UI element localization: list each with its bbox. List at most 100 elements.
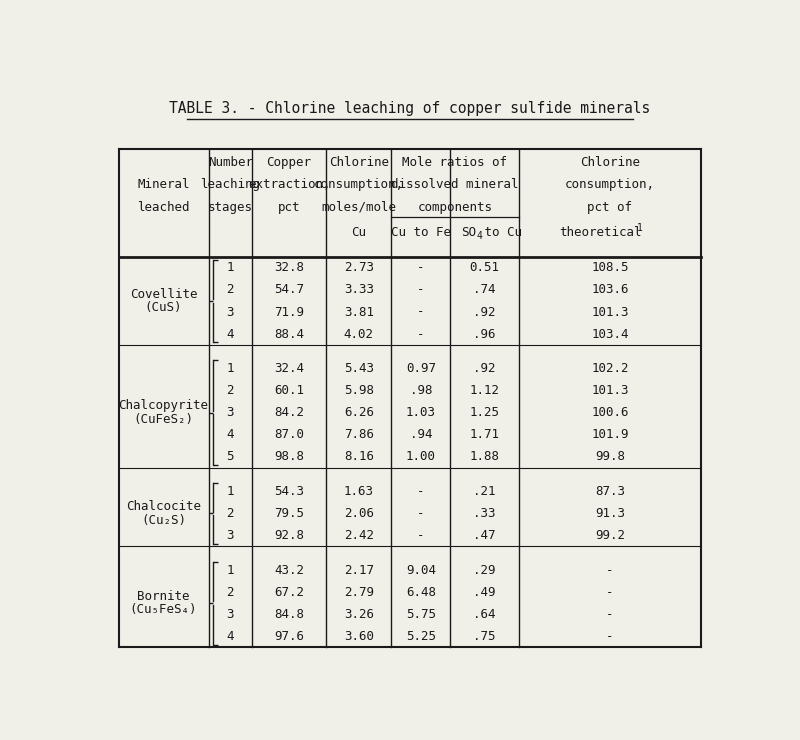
Text: dissolved mineral: dissolved mineral	[391, 178, 518, 191]
Text: 1.00: 1.00	[406, 451, 436, 463]
Text: 2.17: 2.17	[344, 564, 374, 576]
Text: 5.75: 5.75	[406, 608, 436, 621]
Text: 87.0: 87.0	[274, 428, 304, 441]
Text: 2.73: 2.73	[344, 261, 374, 275]
Text: 84.2: 84.2	[274, 406, 304, 420]
Text: 88.4: 88.4	[274, 328, 304, 340]
Text: TABLE 3. - Chlorine leaching of copper sulfide minerals: TABLE 3. - Chlorine leaching of copper s…	[170, 101, 650, 116]
Text: 108.5: 108.5	[591, 261, 629, 275]
Text: 32.4: 32.4	[274, 362, 304, 375]
Text: 101.3: 101.3	[591, 306, 629, 318]
Text: 3.26: 3.26	[344, 608, 374, 621]
Text: 5.98: 5.98	[344, 384, 374, 397]
Text: 0.97: 0.97	[406, 362, 436, 375]
Text: 71.9: 71.9	[274, 306, 304, 318]
Text: -: -	[417, 507, 425, 520]
Text: .92: .92	[473, 362, 496, 375]
Text: 6.48: 6.48	[406, 585, 436, 599]
Text: 1.03: 1.03	[406, 406, 436, 420]
Text: .64: .64	[473, 608, 496, 621]
Text: Cu to Fe: Cu to Fe	[391, 226, 451, 238]
Text: 5.25: 5.25	[406, 630, 436, 642]
Text: 54.7: 54.7	[274, 283, 304, 297]
Text: 1.71: 1.71	[470, 428, 499, 441]
Text: -: -	[606, 630, 614, 642]
Text: 2: 2	[226, 384, 234, 397]
Text: 7.86: 7.86	[344, 428, 374, 441]
Text: 6.26: 6.26	[344, 406, 374, 420]
Text: 4: 4	[226, 328, 234, 340]
Text: -: -	[417, 261, 425, 275]
Text: consumption,: consumption,	[314, 178, 404, 191]
Text: 1: 1	[226, 261, 234, 275]
Text: (CuFeS₂): (CuFeS₂)	[134, 413, 194, 426]
Text: 102.2: 102.2	[591, 362, 629, 375]
Text: 99.8: 99.8	[595, 451, 625, 463]
Text: SO: SO	[462, 226, 477, 238]
Text: 84.8: 84.8	[274, 608, 304, 621]
Text: 3.33: 3.33	[344, 283, 374, 297]
Text: -: -	[417, 485, 425, 498]
Text: Chlorine: Chlorine	[580, 155, 640, 169]
Text: 3.81: 3.81	[344, 306, 374, 318]
Text: 2: 2	[226, 283, 234, 297]
Text: .74: .74	[473, 283, 496, 297]
Text: 87.3: 87.3	[595, 485, 625, 498]
Text: .75: .75	[473, 630, 496, 642]
Text: Mole ratios of: Mole ratios of	[402, 155, 507, 169]
Text: 4: 4	[226, 428, 234, 441]
Text: (Cu₂S): (Cu₂S)	[141, 514, 186, 527]
Text: 2: 2	[226, 585, 234, 599]
Text: extraction,: extraction,	[248, 178, 330, 191]
Text: 101.9: 101.9	[591, 428, 629, 441]
Text: Bornite: Bornite	[138, 590, 190, 603]
Text: (CuS): (CuS)	[145, 301, 182, 314]
Text: 3: 3	[226, 608, 234, 621]
Text: 3: 3	[226, 306, 234, 318]
Text: 2.42: 2.42	[344, 529, 374, 542]
Text: leached: leached	[138, 201, 190, 214]
Text: pct of: pct of	[587, 201, 633, 214]
Text: 3.60: 3.60	[344, 630, 374, 642]
Text: .98: .98	[410, 384, 432, 397]
Text: .47: .47	[473, 529, 496, 542]
Text: components: components	[418, 201, 493, 214]
Text: -: -	[606, 564, 614, 576]
Text: Chlorine: Chlorine	[329, 155, 389, 169]
Text: 79.5: 79.5	[274, 507, 304, 520]
Text: .94: .94	[410, 428, 432, 441]
Text: 103.6: 103.6	[591, 283, 629, 297]
Text: 32.8: 32.8	[274, 261, 304, 275]
Text: 3: 3	[226, 529, 234, 542]
Text: 1.63: 1.63	[344, 485, 374, 498]
Text: Cu: Cu	[351, 226, 366, 238]
Text: -: -	[417, 306, 425, 318]
Text: 5.43: 5.43	[344, 362, 374, 375]
Text: -: -	[417, 283, 425, 297]
Text: .49: .49	[473, 585, 496, 599]
Text: 1: 1	[226, 485, 234, 498]
Text: 91.3: 91.3	[595, 507, 625, 520]
Text: 5: 5	[226, 451, 234, 463]
Text: Number: Number	[208, 155, 253, 169]
Text: 4.02: 4.02	[344, 328, 374, 340]
Text: 8.16: 8.16	[344, 451, 374, 463]
Text: 0.51: 0.51	[470, 261, 499, 275]
Text: (Cu₅FeS₄): (Cu₅FeS₄)	[130, 603, 198, 616]
Text: 54.3: 54.3	[274, 485, 304, 498]
Text: .96: .96	[473, 328, 496, 340]
Text: -: -	[417, 529, 425, 542]
Text: 60.1: 60.1	[274, 384, 304, 397]
Text: 67.2: 67.2	[274, 585, 304, 599]
Text: 2.06: 2.06	[344, 507, 374, 520]
Text: Chalcopyrite: Chalcopyrite	[118, 400, 209, 412]
Text: leaching: leaching	[200, 178, 260, 191]
Text: -: -	[606, 608, 614, 621]
Text: 4: 4	[226, 630, 234, 642]
Text: 1: 1	[226, 564, 234, 576]
Text: 97.6: 97.6	[274, 630, 304, 642]
Text: -: -	[606, 585, 614, 599]
Text: to Cu: to Cu	[478, 226, 522, 238]
Text: -: -	[417, 328, 425, 340]
Text: 43.2: 43.2	[274, 564, 304, 576]
